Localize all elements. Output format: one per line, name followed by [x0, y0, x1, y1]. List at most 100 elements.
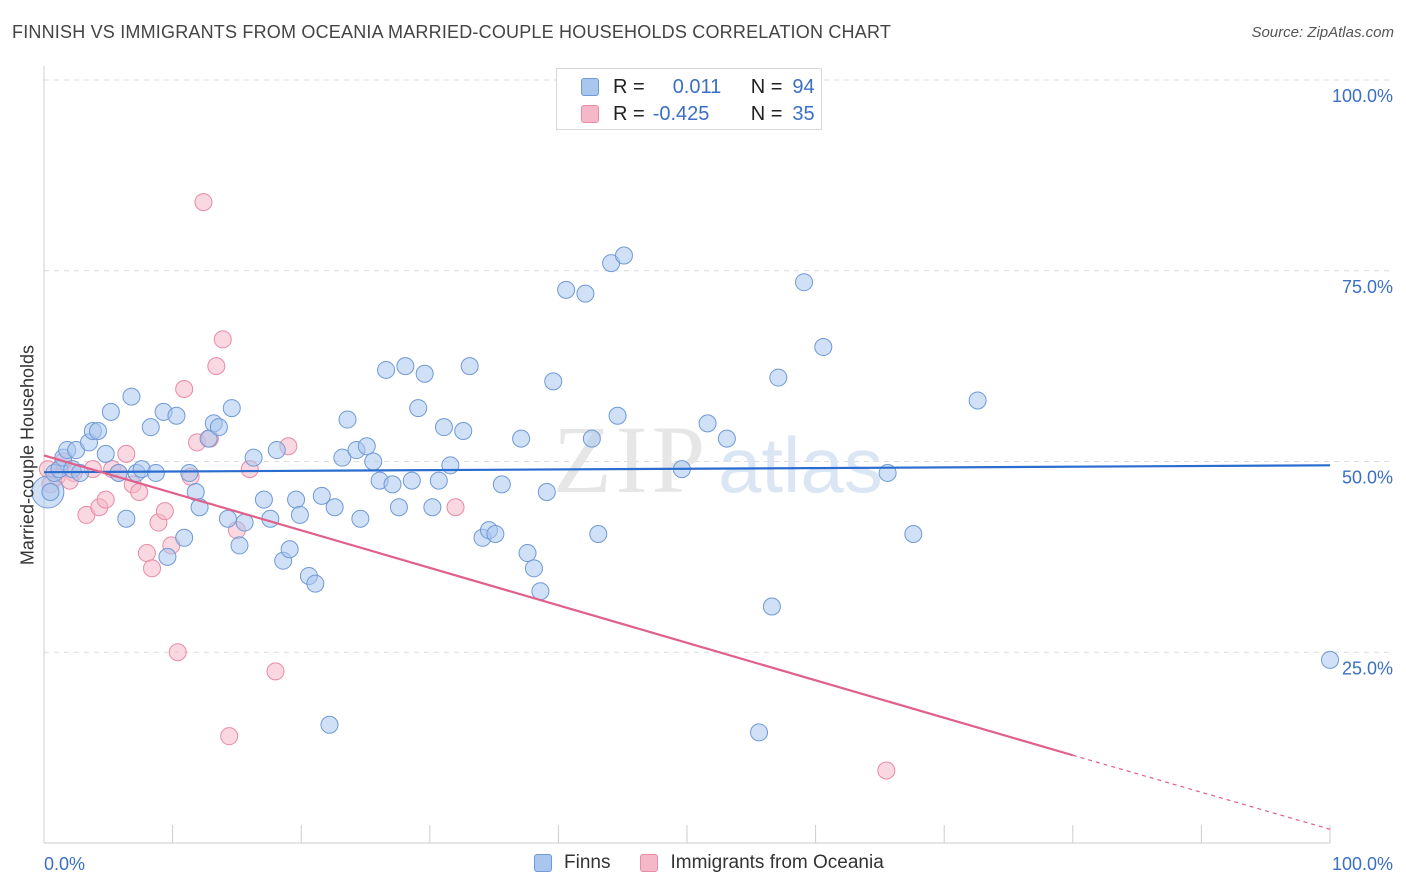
- oceania-point: [194, 193, 213, 212]
- finns-point: [351, 509, 370, 528]
- r-label: R =: [613, 102, 645, 125]
- finns-point: [244, 448, 263, 467]
- oceania-point: [155, 502, 174, 521]
- finns-point: [377, 360, 396, 379]
- x-tick-label-max: 100.0%: [1332, 854, 1393, 874]
- finns-point: [312, 486, 331, 505]
- correlation-legend: R = 0.011 N = 94 R = -0.425 N = 35: [556, 68, 822, 130]
- finns-point: [306, 574, 325, 593]
- finns-point: [582, 429, 601, 448]
- legend-item-finns: Finns: [534, 852, 610, 874]
- watermark-zip: ZIP: [553, 406, 709, 513]
- finns-point: [267, 441, 286, 460]
- finns-point: [389, 498, 408, 517]
- finns-point: [814, 338, 833, 357]
- finns-point: [750, 723, 769, 742]
- oceania-point: [130, 483, 149, 502]
- finns-point: [415, 364, 434, 383]
- finns-point: [717, 429, 736, 448]
- finns-point: [512, 429, 531, 448]
- finns-point: [287, 490, 306, 509]
- finns-point: [96, 444, 115, 463]
- finns-point: [1321, 650, 1339, 669]
- oceania-point: [207, 357, 226, 376]
- finns-point: [492, 475, 511, 494]
- finns-point: [486, 524, 505, 543]
- legend-row-finns: R = 0.011 N = 94: [581, 75, 815, 99]
- r-label: R =: [613, 75, 645, 98]
- finns-point: [429, 471, 448, 490]
- y-tick-labels: 25.0% 50.0% 75.0% 100.0%: [1332, 86, 1393, 678]
- finns-trend-line: [43, 464, 1331, 474]
- finns-point: [89, 421, 108, 440]
- oceania-point: [117, 444, 136, 463]
- finns-point: [230, 536, 249, 555]
- finns-point: [396, 357, 415, 376]
- y-tick-label: 50.0%: [1342, 468, 1393, 488]
- chart-title: FINNISH VS IMMIGRANTS FROM OCEANIA MARRI…: [12, 22, 892, 42]
- finns-point: [146, 463, 165, 482]
- finns-point: [524, 559, 543, 578]
- oceania-legend-swatch: [640, 854, 659, 872]
- n-value-oceania: 35: [792, 102, 815, 125]
- finns-point: [320, 715, 339, 734]
- finns-point: [795, 273, 814, 292]
- y-axis-label: Married-couple Households: [17, 344, 38, 566]
- finns-point: [117, 509, 136, 528]
- finns-point: [423, 498, 442, 517]
- n-label: N =: [750, 75, 783, 98]
- oceania-point: [877, 761, 896, 780]
- finns-point: [290, 505, 309, 524]
- finns-point: [383, 475, 402, 494]
- finns-point: [968, 391, 987, 410]
- finns-point: [175, 528, 194, 547]
- legend-row-oceania: R = -0.425 N = 35: [581, 102, 815, 126]
- finns-swatch: [581, 78, 599, 96]
- finns-point: [254, 490, 273, 509]
- source-label: Source: ZipAtlas.com: [1251, 24, 1394, 41]
- finns-point: [460, 357, 479, 376]
- legend-label-finns: Finns: [564, 852, 611, 873]
- x-tick-labels: 0.0% 100.0%: [44, 854, 1393, 874]
- trend-lines: [43, 454, 1331, 830]
- oceania-swatch: [581, 105, 599, 123]
- watermark: ZIP atlas: [553, 406, 883, 513]
- y-tick-label: 75.0%: [1342, 277, 1393, 297]
- grid: [44, 79, 1392, 653]
- y-tick-label: 25.0%: [1342, 658, 1393, 678]
- oceania-point: [168, 643, 187, 662]
- finns-point: [141, 418, 160, 437]
- finns-point: [280, 540, 299, 559]
- finns-point: [434, 418, 453, 437]
- finns-point: [357, 437, 376, 456]
- finns-point: [41, 483, 60, 502]
- oceania-trend-extension: [1072, 754, 1331, 830]
- finns-point: [904, 524, 923, 543]
- finns-point: [222, 399, 241, 418]
- finns-point: [544, 372, 563, 391]
- series-legend: Finns Immigrants from Oceania: [534, 852, 914, 874]
- finns-point: [364, 452, 383, 471]
- finns-point: [333, 448, 352, 467]
- axes: [43, 66, 1331, 844]
- finns-point: [209, 418, 228, 437]
- oceania-point: [220, 727, 239, 746]
- oceania-point: [175, 380, 194, 399]
- finns-point: [769, 368, 788, 387]
- finns-point: [614, 246, 633, 265]
- finns-point: [338, 410, 357, 429]
- oceania-point: [143, 559, 162, 578]
- finns-point: [518, 544, 537, 563]
- finns-point: [101, 402, 120, 421]
- oceania-point: [96, 490, 115, 509]
- finns-point: [180, 463, 199, 482]
- oceania-point: [446, 498, 465, 517]
- oceania-point: [213, 330, 232, 349]
- finns-point: [122, 387, 141, 406]
- finns-point: [576, 284, 595, 303]
- finns-point: [167, 406, 186, 425]
- finns-legend-swatch: [534, 854, 552, 872]
- finns-point: [158, 547, 177, 566]
- n-value-finns: 94: [792, 75, 815, 98]
- finns-point: [762, 597, 781, 616]
